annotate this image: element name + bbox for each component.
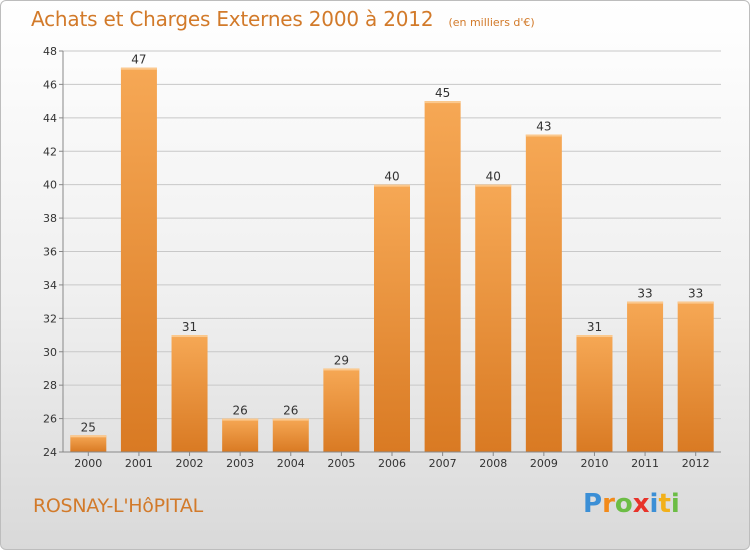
y-tick-label: 48 <box>43 45 57 58</box>
value-label-2007: 45 <box>435 86 450 100</box>
y-tick-label: 26 <box>43 413 57 426</box>
bar-top-highlight <box>475 184 512 187</box>
x-tick-label-2002: 2002 <box>176 457 204 470</box>
x-tick-label-2009: 2009 <box>530 457 558 470</box>
x-tick-label-2005: 2005 <box>327 457 355 470</box>
bar-top-highlight <box>323 368 360 371</box>
bar-top-highlight <box>627 301 664 304</box>
bar-top-highlight <box>120 67 157 70</box>
value-label-2005: 29 <box>334 353 349 367</box>
logo-letter: o <box>614 489 633 519</box>
chart-subtitle: (en milliers d'€) <box>448 16 535 29</box>
bar-2002 <box>171 335 208 452</box>
value-label-2002: 31 <box>182 320 197 334</box>
y-tick-label: 36 <box>43 246 57 259</box>
logo-letter: t <box>658 489 671 519</box>
logo-letter: x <box>632 489 650 519</box>
bar-top-highlight <box>424 101 461 104</box>
value-label-2001: 47 <box>131 53 146 67</box>
logo-letter: i <box>649 489 659 519</box>
y-tick-label: 46 <box>43 78 57 91</box>
bar-top-highlight <box>525 134 562 137</box>
x-tick-label-2010: 2010 <box>580 457 608 470</box>
bar-2000 <box>70 435 107 452</box>
axes <box>59 50 721 456</box>
x-tick-label-2007: 2007 <box>429 457 457 470</box>
bar-2009 <box>525 134 562 452</box>
x-tick-label-2012: 2012 <box>682 457 710 470</box>
x-tick-label-2003: 2003 <box>226 457 254 470</box>
bar-2008 <box>475 184 512 452</box>
logo-letter: P <box>583 489 603 519</box>
bar-top-highlight <box>677 301 714 304</box>
bar-2006 <box>374 184 410 452</box>
value-label-2008: 40 <box>486 170 501 184</box>
value-label-2012: 33 <box>688 287 703 301</box>
bar-2005 <box>323 368 360 452</box>
bar-2012 <box>677 301 714 452</box>
bar-2011 <box>627 301 664 452</box>
bar-2003 <box>222 418 259 452</box>
bars <box>70 67 714 452</box>
x-tick-label-2011: 2011 <box>631 457 659 470</box>
x-tick-label-2001: 2001 <box>125 457 153 470</box>
bar-top-highlight <box>171 335 208 338</box>
chart-title-block: Achats et Charges Externes 2000 à 2012 (… <box>31 7 535 31</box>
value-label-2006: 40 <box>384 170 399 184</box>
bar-top-highlight <box>576 335 613 338</box>
value-label-2011: 33 <box>637 287 652 301</box>
bar-top-highlight <box>222 418 259 421</box>
commune-name: ROSNAY-L'HôPITAL <box>33 495 203 517</box>
y-tick-label: 40 <box>43 179 57 192</box>
bar-2007 <box>424 101 461 452</box>
y-tick-label: 34 <box>43 279 57 292</box>
bar-chart: 24 26 28 30 32 34 36 38 40 42 44 46 48 25 2000 47 2001 31… <box>43 45 721 470</box>
y-tick-label: 30 <box>43 346 57 359</box>
y-tick-label: 44 <box>43 112 57 125</box>
logo-letter: r <box>602 489 615 519</box>
bar-2010 <box>576 335 613 452</box>
x-tick-label-2008: 2008 <box>479 457 507 470</box>
bar-top-highlight <box>70 435 107 438</box>
bar-2004 <box>272 418 309 452</box>
value-label-2010: 31 <box>587 320 602 334</box>
value-label-2003: 26 <box>233 404 248 418</box>
x-tick-label-2006: 2006 <box>378 457 406 470</box>
logo-letter: i <box>670 489 680 519</box>
value-label-2000: 25 <box>81 420 96 434</box>
bar-top-highlight <box>272 418 309 421</box>
y-tick-label: 38 <box>43 212 57 225</box>
labels: 24 26 28 30 32 34 36 38 40 42 44 46 48 25 2000 47 2001 31… <box>43 45 710 470</box>
y-tick-label: 32 <box>43 312 57 325</box>
chart-title: Achats et Charges Externes 2000 à 2012 <box>31 7 434 31</box>
proxiti-logo: Proxiti <box>583 489 680 519</box>
bar-2001 <box>120 67 157 452</box>
value-label-2009: 43 <box>536 120 551 134</box>
bar-top-highlight <box>374 184 410 187</box>
y-tick-label: 42 <box>43 145 57 158</box>
x-tick-label-2004: 2004 <box>277 457 305 470</box>
y-tick-label: 24 <box>43 446 57 459</box>
y-tick-label: 28 <box>43 379 57 392</box>
value-label-2004: 26 <box>283 404 298 418</box>
x-tick-label-2000: 2000 <box>74 457 102 470</box>
